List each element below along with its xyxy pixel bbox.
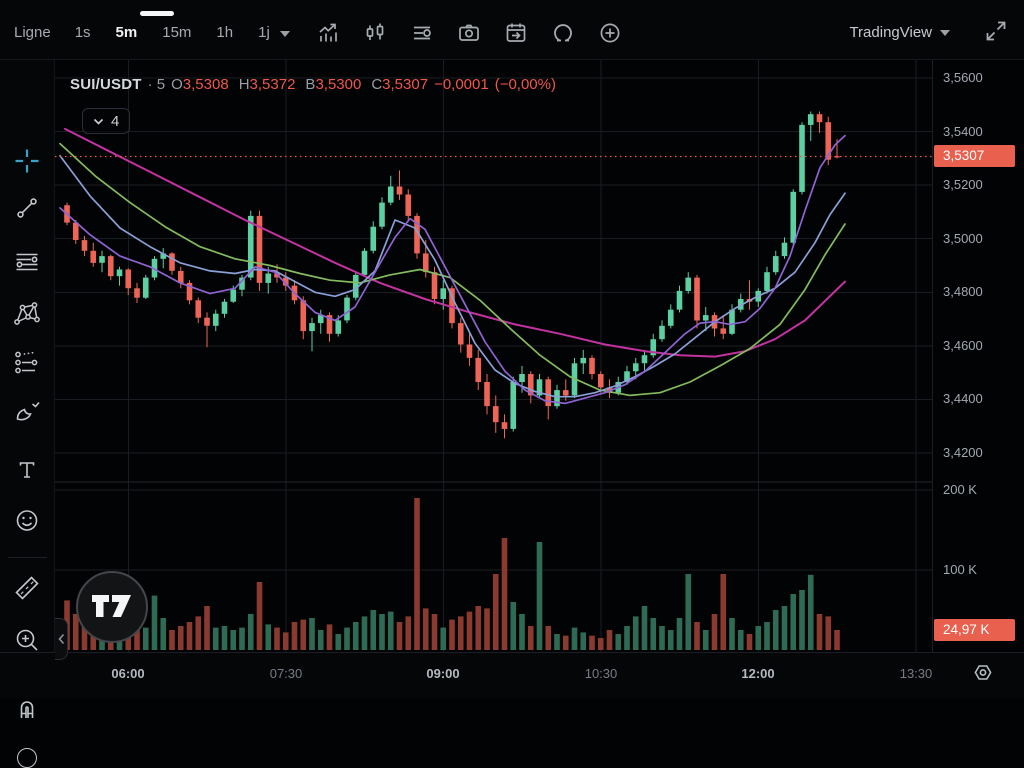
replay-icon xyxy=(553,23,572,41)
indicators-count: 4 xyxy=(111,112,120,130)
horizontal-lines-icon xyxy=(16,253,38,271)
time-axis-label: 12:00 xyxy=(741,666,775,681)
indicators-icon xyxy=(319,23,337,41)
change-percent: (−0,00%) xyxy=(494,76,556,93)
time-axis-label: 10:30 xyxy=(584,666,618,681)
last-price-tag: 3,5307 xyxy=(934,145,1015,167)
chevron-down-icon xyxy=(279,31,290,37)
indicators-button[interactable] xyxy=(316,21,340,45)
fullscreen-button[interactable] xyxy=(984,19,1008,46)
price-axis-label: 3,4800 xyxy=(943,284,983,299)
ruler-icon xyxy=(15,576,39,600)
xabcd-pattern-icon xyxy=(14,302,40,325)
tool-trend-line[interactable] xyxy=(10,191,44,225)
goto-date-icon xyxy=(506,23,526,42)
tool-emoji[interactable] xyxy=(10,503,44,537)
price-axis-label: 3,5400 xyxy=(943,124,983,139)
chart-style-icon xyxy=(366,23,384,40)
price-axis-label: 3,4200 xyxy=(943,445,983,460)
interval-5m[interactable]: 5m xyxy=(115,24,138,41)
price-axis-label: 3,5000 xyxy=(943,231,983,246)
time-axis-label: 13:30 xyxy=(899,666,933,681)
volume-axis-label: 100 K xyxy=(943,562,977,577)
intervals-menu-button[interactable] xyxy=(279,25,290,40)
high-key: H xyxy=(238,76,250,93)
brand-label: TradingView xyxy=(849,24,932,41)
high-value: 3,5372 xyxy=(249,76,296,93)
snapshot-camera-icon xyxy=(458,24,479,41)
sidebar-collapse-handle[interactable] xyxy=(55,618,68,660)
symbol-title[interactable]: SUI/USDT xyxy=(70,76,142,93)
chevron-down-icon xyxy=(93,118,104,125)
tool-crosshair[interactable] xyxy=(10,144,44,178)
chart-type-label[interactable]: Ligne xyxy=(14,24,51,41)
interval-1h[interactable]: 1h xyxy=(216,24,234,41)
goto-date-button[interactable] xyxy=(504,21,528,45)
time-axis-label: 06:00 xyxy=(111,666,145,681)
tool-forecast[interactable] xyxy=(10,345,44,379)
tool-ruler[interactable] xyxy=(10,571,44,605)
tool-horizontal-lines[interactable] xyxy=(10,245,44,279)
top-toolbar: Ligne 1s 5m 15m 1h 1j xyxy=(0,0,1024,60)
close-key: C xyxy=(371,76,383,93)
chevron-left-icon xyxy=(57,633,64,645)
chart-canvas[interactable]: SUI/USDT · 5 O3,5308 H3,5372 B3,5300 C3,… xyxy=(55,60,932,660)
open-value: 3,5308 xyxy=(182,76,229,93)
snapshot-button[interactable] xyxy=(457,21,481,45)
trend-line-icon xyxy=(17,198,37,218)
tool-partial-icon[interactable] xyxy=(17,748,37,768)
chevron-down-icon xyxy=(940,29,950,36)
change-value: −0,0001 xyxy=(434,76,489,93)
chart-legend: SUI/USDT · 5 O3,5308 H3,5372 B3,5300 C3,… xyxy=(70,76,556,93)
crosshair-icon xyxy=(15,149,39,173)
close-value: 3,5307 xyxy=(382,76,429,93)
expand-icon xyxy=(986,21,1006,41)
volume-axis-label: 200 K xyxy=(943,482,977,497)
price-axis[interactable]: 3,5307 24,97 K 3,5600 3,5400 3,5200 3,5000 3… xyxy=(932,60,1024,652)
layouts-button[interactable] xyxy=(410,21,434,45)
low-value: 3,5300 xyxy=(315,76,362,93)
add-alert-button[interactable] xyxy=(598,21,622,45)
axis-settings-button[interactable] xyxy=(968,658,998,688)
interval-1s[interactable]: 1s xyxy=(74,24,91,41)
time-axis-label: 09:00 xyxy=(426,666,460,681)
candlestick-chart[interactable] xyxy=(55,60,932,652)
price-axis-label: 3,4400 xyxy=(943,391,983,406)
tool-xabcd-pattern[interactable] xyxy=(10,296,44,330)
interval-1j[interactable]: 1j xyxy=(258,24,270,41)
tradingview-logo-icon xyxy=(92,594,131,617)
tool-brush[interactable] xyxy=(10,393,44,427)
open-key: O xyxy=(171,76,183,93)
gear-icon xyxy=(974,665,992,680)
ohlc-values: O3,5308 H3,5372 B3,5300 C3,5307 xyxy=(171,76,428,93)
brand-menu-button[interactable]: TradingView xyxy=(849,24,950,41)
tradingview-watermark xyxy=(76,571,148,643)
emoji-icon xyxy=(16,510,38,531)
interval-15m[interactable]: 15m xyxy=(162,24,192,41)
replay-button[interactable] xyxy=(551,21,575,45)
chart-style-button[interactable] xyxy=(363,21,387,45)
forecast-icon xyxy=(15,351,38,374)
add-circle-icon xyxy=(600,23,620,42)
window-tab-indicator xyxy=(140,11,174,16)
zoom-in-icon xyxy=(16,629,38,651)
brush-icon xyxy=(16,401,40,421)
tool-zoom-in[interactable] xyxy=(10,623,44,657)
text-icon xyxy=(19,462,35,478)
low-key: B xyxy=(305,76,316,93)
price-axis-label: 3,5200 xyxy=(943,177,983,192)
price-axis-label: 3,5600 xyxy=(943,70,983,85)
last-volume-tag: 24,97 K xyxy=(934,619,1015,641)
layouts-list-icon xyxy=(413,26,431,39)
indicators-count-button[interactable]: 4 xyxy=(82,108,131,134)
tool-text[interactable] xyxy=(10,453,44,487)
time-axis[interactable]: 06:00 07:30 09:00 10:30 12:00 13:30 xyxy=(0,652,1024,698)
sidebar-divider xyxy=(8,557,47,558)
interval-label: · 5 xyxy=(147,76,166,93)
price-axis-label: 3,4600 xyxy=(943,338,983,353)
drawing-tools-sidebar xyxy=(0,60,55,768)
time-axis-label: 07:30 xyxy=(269,666,303,681)
